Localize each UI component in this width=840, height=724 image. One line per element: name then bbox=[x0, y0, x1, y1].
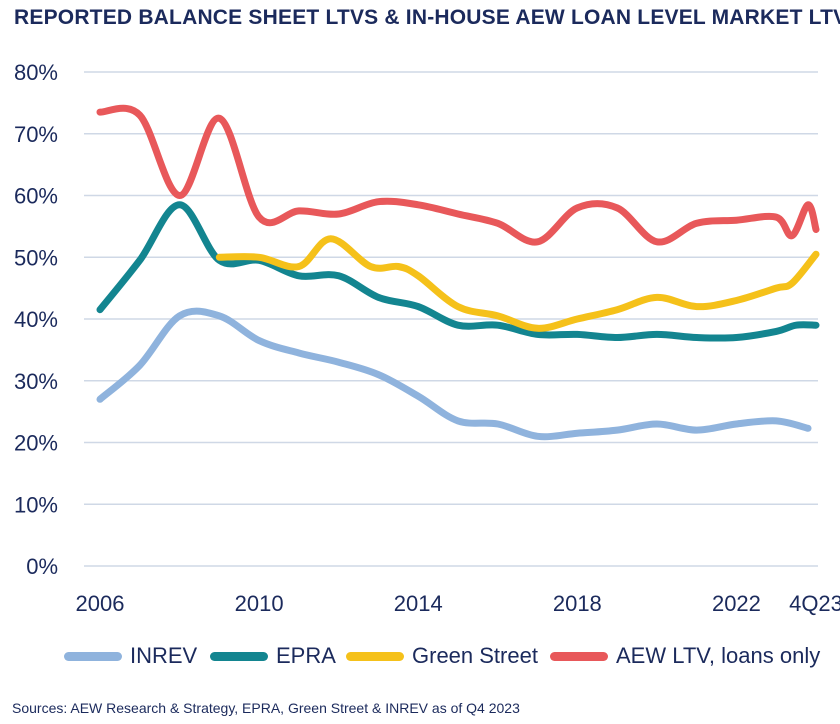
series-line-green-street bbox=[215, 235, 820, 332]
source-note: Sources: AEW Research & Strategy, EPRA, … bbox=[12, 700, 520, 716]
legend-item-aew: AEW LTV, loans only bbox=[550, 638, 820, 674]
line-chart: 80%70%60%50%40%30%20%10%0% 2006 2010 2014 2… bbox=[14, 60, 840, 616]
y-tick-label: 10% bbox=[14, 492, 58, 517]
series-line-aew-ltv-loans-only bbox=[96, 104, 820, 246]
x-tick-label: 2010 bbox=[235, 591, 284, 616]
x-tick-label: 4Q23 bbox=[789, 591, 840, 616]
series-line-inrev bbox=[96, 307, 812, 441]
legend-label-epra: EPRA bbox=[276, 643, 336, 668]
x-tick-label: 2006 bbox=[76, 591, 125, 616]
y-tick-label: 20% bbox=[14, 431, 58, 456]
y-tick-label: 50% bbox=[14, 245, 58, 270]
legend-item-inrev: INREV bbox=[64, 638, 197, 674]
y-tick-label: 0% bbox=[26, 554, 58, 579]
series-lines bbox=[96, 104, 820, 441]
gridlines bbox=[84, 71, 818, 567]
y-tick-label: 80% bbox=[14, 60, 58, 85]
y-tick-label: 30% bbox=[14, 369, 58, 394]
y-tick-label: 40% bbox=[14, 307, 58, 332]
legend-item-epra: EPRA bbox=[210, 638, 336, 674]
x-tick-label: 2018 bbox=[553, 591, 602, 616]
legend-swatch-aew bbox=[550, 651, 608, 661]
x-axis-ticks: 2006 2010 2014 2018 2022 4Q23 bbox=[76, 591, 840, 616]
y-tick-label: 70% bbox=[14, 122, 58, 147]
x-tick-label: 2022 bbox=[712, 591, 761, 616]
y-tick-label: 60% bbox=[14, 184, 58, 209]
legend-label-green-street: Green Street bbox=[412, 643, 538, 668]
y-axis-ticks: 80% 70% 60% 50% 40% 30% 20% 10% 0% bbox=[14, 60, 58, 579]
chart-title: REPORTED BALANCE SHEET LTVS & IN-HOUSE A… bbox=[14, 6, 840, 29]
legend-swatch-epra bbox=[210, 651, 268, 661]
legend-item-green-street: Green Street bbox=[346, 638, 538, 674]
legend: INREV EPRA Green Street AEW LTV, loans o… bbox=[0, 638, 840, 674]
legend-swatch-green-street bbox=[346, 651, 404, 661]
legend-label-aew: AEW LTV, loans only bbox=[616, 643, 821, 668]
x-tick-label: 2014 bbox=[394, 591, 443, 616]
legend-swatch-inrev bbox=[64, 651, 122, 661]
legend-label-inrev: INREV bbox=[130, 643, 198, 668]
